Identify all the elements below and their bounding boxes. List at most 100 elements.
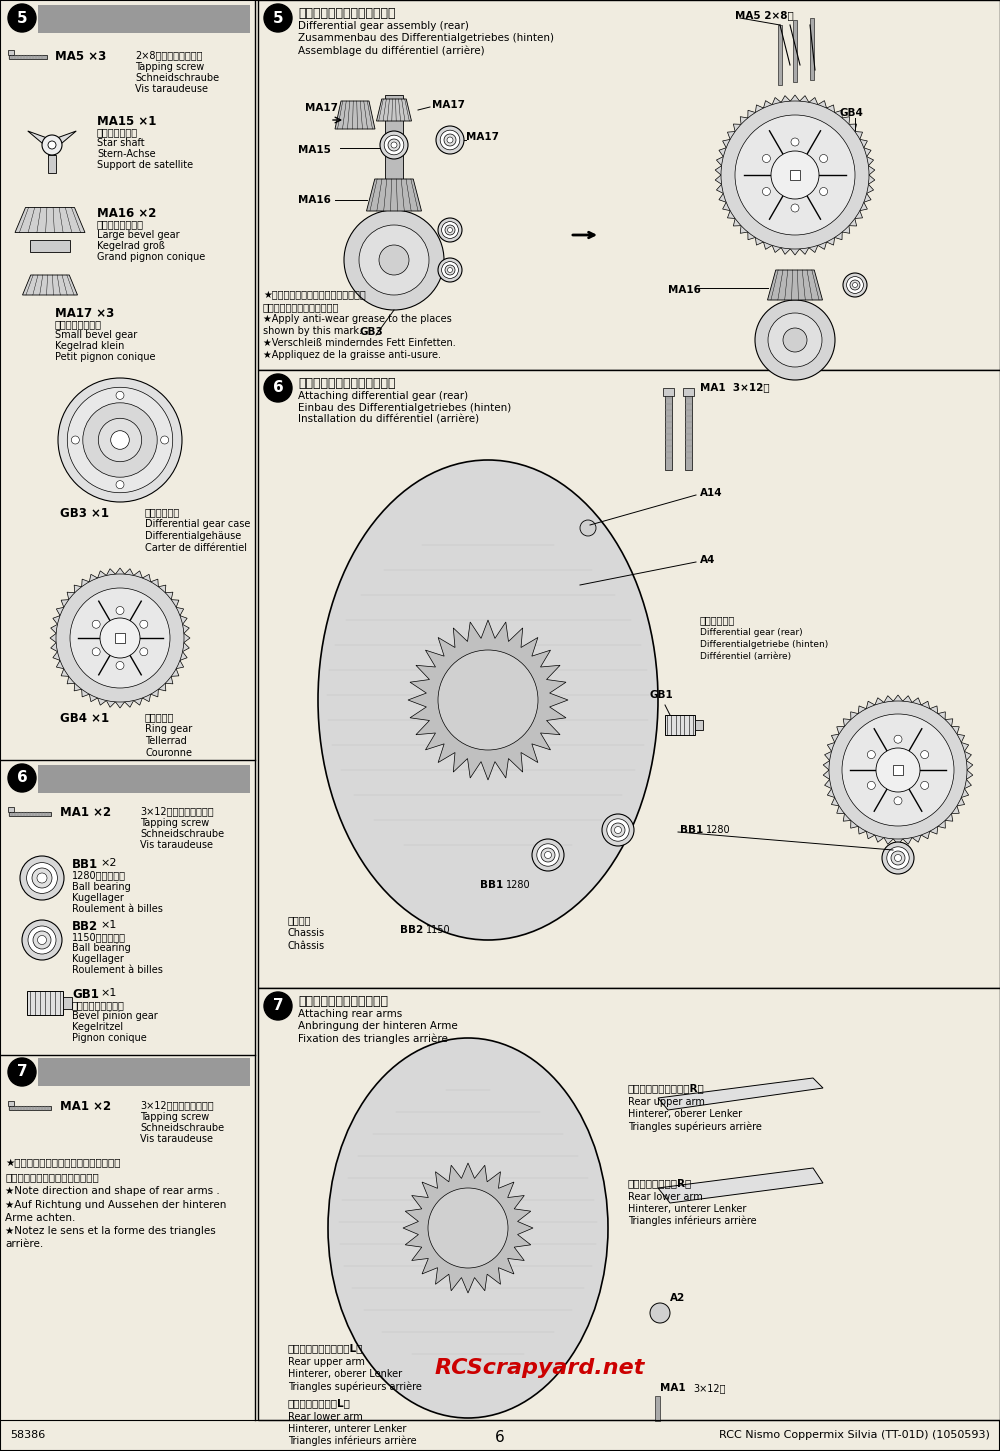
Text: Roulement à billes: Roulement à billes [72, 904, 163, 914]
Text: Assemblage du différentiel (arrière): Assemblage du différentiel (arrière) [298, 45, 485, 55]
Circle shape [867, 750, 875, 759]
Circle shape [580, 519, 596, 535]
Circle shape [894, 797, 902, 805]
Bar [778, 25, 782, 86]
Circle shape [264, 992, 292, 1020]
Text: Differential gear assembly (rear): Differential gear assembly (rear) [298, 20, 469, 30]
Circle shape [438, 258, 462, 281]
Circle shape [161, 435, 169, 444]
Text: RCScrapyard.net: RCScrapyard.net [435, 1358, 645, 1378]
Circle shape [783, 328, 807, 353]
Polygon shape [658, 1078, 823, 1110]
Text: Ball bearing: Ball bearing [72, 943, 131, 953]
Circle shape [111, 431, 129, 450]
Circle shape [602, 814, 634, 846]
Text: ★Verschleiß minderndes Fett Einfetten.: ★Verschleiß minderndes Fett Einfetten. [263, 338, 456, 348]
Ellipse shape [318, 460, 658, 940]
Circle shape [607, 818, 629, 842]
Text: A2: A2 [670, 1293, 685, 1303]
Text: Kegelritzel: Kegelritzel [72, 1022, 123, 1032]
Circle shape [92, 620, 100, 628]
Text: BB2: BB2 [400, 924, 423, 934]
Text: Chassis: Chassis [288, 929, 325, 937]
Circle shape [448, 267, 452, 273]
Text: 58386: 58386 [10, 1431, 45, 1439]
Bar [385, 94, 403, 184]
Polygon shape [715, 94, 875, 255]
Text: 5: 5 [273, 10, 283, 26]
Bar [663, 387, 674, 396]
Text: BB1: BB1 [680, 826, 703, 834]
Text: リヤロアアーム《R》: リヤロアアーム《R》 [628, 1178, 692, 1188]
Circle shape [852, 283, 858, 287]
Text: シャーシ: シャーシ [288, 916, 312, 924]
Text: Châssis: Châssis [288, 942, 325, 950]
Text: Kugellager: Kugellager [72, 892, 124, 903]
Text: A4: A4 [700, 554, 715, 564]
Circle shape [445, 266, 455, 276]
Circle shape [100, 618, 140, 657]
Text: Schneidschraube: Schneidschraube [135, 73, 219, 83]
Text: （リヤデフギヤの取り付け）: （リヤデフギヤの取り付け） [298, 377, 396, 390]
Text: に注意して取り付けてください。: に注意して取り付けてください。 [5, 1172, 99, 1183]
Text: Schneidschraube: Schneidschraube [140, 1123, 224, 1133]
Text: Rear lower arm: Rear lower arm [628, 1193, 703, 1201]
Text: MA1: MA1 [660, 1383, 686, 1393]
Bar [258, 370, 1000, 988]
Text: Pignon conique: Pignon conique [72, 1033, 147, 1043]
Text: MA15: MA15 [298, 145, 331, 155]
Circle shape [116, 480, 124, 489]
Bar [9, 813, 51, 815]
Polygon shape [22, 276, 78, 295]
Text: GB4: GB4 [840, 107, 864, 118]
Bar [793, 20, 797, 83]
Text: MA1 ×2: MA1 ×2 [60, 1100, 111, 1113]
Circle shape [894, 736, 902, 743]
Text: MA17 ×3: MA17 ×3 [55, 308, 114, 321]
Text: Hinterer, unterer Lenker: Hinterer, unterer Lenker [628, 1204, 746, 1214]
Text: Einbau des Differentialgetriebes (hinten): Einbau des Differentialgetriebes (hinten… [298, 403, 511, 414]
Circle shape [140, 647, 148, 656]
Circle shape [438, 218, 462, 242]
Text: Arme achten.: Arme achten. [5, 1213, 75, 1223]
Text: 3×12㎜: 3×12㎜ [693, 1383, 726, 1393]
Text: ×2: ×2 [100, 858, 116, 868]
Text: Fixation des triangles arrière: Fixation des triangles arrière [298, 1033, 448, 1043]
Polygon shape [50, 567, 190, 708]
Bar [9, 1106, 51, 1110]
Text: Rear upper arm: Rear upper arm [628, 1097, 705, 1107]
Text: ★このマークの部分、部品にはアンチ: ★このマークの部分、部品にはアンチ [263, 290, 366, 300]
Bar [258, 0, 1000, 370]
Text: arrière.: arrière. [5, 1239, 43, 1249]
Circle shape [829, 701, 967, 839]
Circle shape [541, 847, 555, 862]
Text: Roulement à billes: Roulement à billes [72, 965, 163, 975]
Text: shown by this mark.: shown by this mark. [263, 326, 362, 337]
Text: Vis taraudeuse: Vis taraudeuse [140, 840, 213, 850]
Circle shape [442, 222, 458, 238]
Circle shape [891, 850, 905, 865]
Circle shape [428, 1188, 508, 1268]
Text: Bevel pinion gear: Bevel pinion gear [72, 1011, 158, 1022]
Circle shape [895, 855, 902, 862]
Bar [258, 988, 1000, 1421]
Polygon shape [50, 131, 76, 149]
Bar [683, 387, 694, 396]
Circle shape [847, 277, 863, 293]
Circle shape [867, 782, 875, 789]
Bar [63, 997, 72, 1008]
Text: Couronne: Couronne [145, 749, 192, 757]
Text: リングギヤ: リングギヤ [145, 712, 174, 723]
Bar [115, 633, 125, 643]
Polygon shape [15, 207, 85, 232]
Text: リヤアッパーアーム《L》: リヤアッパーアーム《L》 [288, 1344, 363, 1352]
Circle shape [391, 142, 397, 148]
Text: Star shaft: Star shaft [97, 138, 145, 148]
Text: MA17: MA17 [432, 100, 465, 110]
Circle shape [264, 374, 292, 402]
Text: GB4 ×1: GB4 ×1 [60, 712, 109, 726]
Text: Hinterer, oberer Lenker: Hinterer, oberer Lenker [288, 1368, 402, 1378]
Circle shape [842, 714, 954, 826]
Bar [790, 170, 800, 180]
Circle shape [56, 575, 184, 702]
